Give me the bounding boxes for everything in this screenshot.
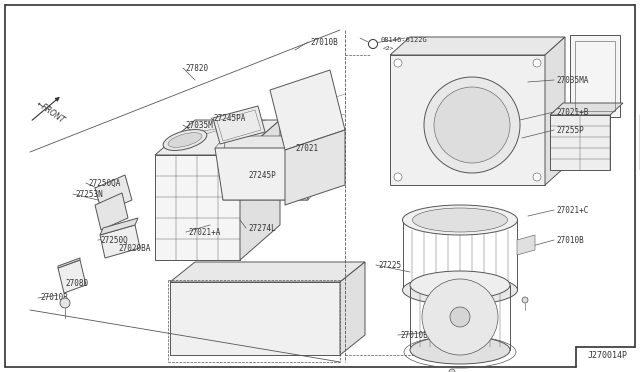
Circle shape (450, 307, 470, 327)
Polygon shape (545, 37, 565, 185)
Circle shape (422, 279, 498, 355)
Circle shape (424, 77, 520, 173)
Polygon shape (58, 258, 80, 268)
Text: 27021+B: 27021+B (556, 108, 588, 116)
Circle shape (533, 59, 541, 67)
Circle shape (522, 297, 528, 303)
Polygon shape (390, 37, 565, 55)
Text: 27020BA: 27020BA (118, 244, 150, 253)
Text: 27274L: 27274L (248, 224, 276, 232)
Polygon shape (170, 282, 340, 355)
Text: <2>: <2> (383, 45, 394, 51)
Text: 27245P: 27245P (248, 170, 276, 180)
Circle shape (449, 369, 455, 372)
Text: 27010B: 27010B (556, 235, 584, 244)
Ellipse shape (413, 208, 508, 232)
Ellipse shape (163, 129, 207, 150)
Polygon shape (223, 136, 310, 200)
Polygon shape (155, 155, 240, 260)
Text: 3: 3 (371, 42, 375, 46)
Text: 27010B: 27010B (310, 38, 338, 46)
Polygon shape (285, 130, 345, 205)
Text: 27820: 27820 (185, 64, 208, 73)
Text: 27035MA: 27035MA (556, 76, 588, 84)
Ellipse shape (410, 336, 510, 364)
Polygon shape (155, 120, 280, 155)
Text: 27021+C: 27021+C (556, 205, 588, 215)
Text: 27253N: 27253N (75, 189, 103, 199)
Circle shape (434, 87, 510, 163)
Polygon shape (95, 193, 128, 230)
Text: 27021: 27021 (295, 144, 318, 153)
Polygon shape (517, 235, 535, 255)
Ellipse shape (168, 133, 202, 147)
Text: 27245PA: 27245PA (213, 113, 245, 122)
Text: 27035M: 27035M (185, 121, 212, 129)
Polygon shape (95, 175, 132, 213)
Text: 27255P: 27255P (556, 125, 584, 135)
Polygon shape (215, 148, 308, 200)
Ellipse shape (403, 275, 518, 305)
Circle shape (394, 173, 402, 181)
Polygon shape (390, 55, 545, 185)
Polygon shape (550, 115, 610, 170)
Polygon shape (550, 103, 623, 115)
Text: J270014P: J270014P (588, 351, 628, 360)
Ellipse shape (403, 205, 518, 235)
Text: 08146-6122G: 08146-6122G (381, 37, 428, 43)
Text: 27021+A: 27021+A (188, 228, 220, 237)
Circle shape (533, 173, 541, 181)
Polygon shape (100, 218, 138, 235)
Text: 27080: 27080 (65, 279, 88, 289)
Text: 27250Q: 27250Q (100, 235, 128, 244)
Circle shape (60, 298, 70, 308)
Polygon shape (340, 262, 365, 355)
Polygon shape (58, 260, 86, 293)
Polygon shape (270, 70, 345, 150)
Polygon shape (570, 35, 620, 117)
Text: 27250QA: 27250QA (88, 179, 120, 187)
Polygon shape (170, 262, 365, 282)
Polygon shape (100, 225, 140, 258)
Text: 27010B: 27010B (40, 294, 68, 302)
Text: 27010B: 27010B (400, 330, 428, 340)
Text: ←FRONT: ←FRONT (34, 99, 66, 125)
Circle shape (394, 59, 402, 67)
Polygon shape (213, 106, 265, 144)
Circle shape (369, 39, 378, 48)
Polygon shape (240, 120, 280, 260)
Ellipse shape (410, 271, 510, 299)
Text: 27225: 27225 (378, 260, 401, 269)
